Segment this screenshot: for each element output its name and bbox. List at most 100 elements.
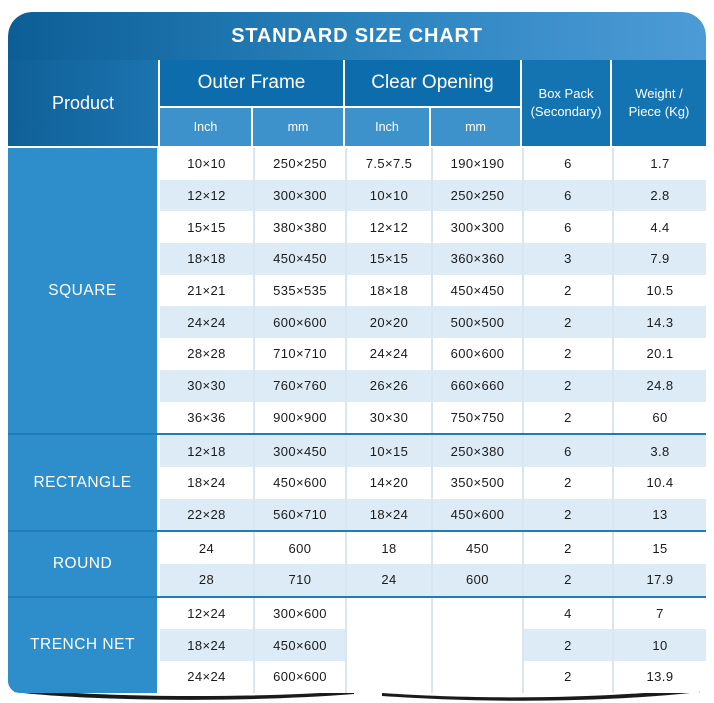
table-cell: 2 bbox=[522, 401, 612, 434]
table-cell: 250×250 bbox=[253, 148, 345, 180]
table-cell: 24 bbox=[345, 563, 431, 596]
table-cell: 2 bbox=[522, 498, 612, 531]
table-cell: 450×600 bbox=[431, 498, 522, 531]
table-cell: 18×18 bbox=[160, 243, 253, 275]
table-cell: 450×600 bbox=[253, 466, 345, 499]
header-clear-inch: Inch bbox=[345, 108, 429, 146]
table-cell: 20.1 bbox=[612, 338, 706, 370]
table-cell: 560×710 bbox=[253, 498, 345, 531]
table-cell: 18×24 bbox=[160, 466, 253, 499]
table-cell: 250×250 bbox=[431, 179, 522, 212]
table-cell: 710 bbox=[253, 563, 345, 596]
table-cell: 6 bbox=[522, 179, 612, 212]
table-cell: 3 bbox=[522, 243, 612, 275]
table-cell: 300×600 bbox=[253, 597, 345, 630]
table-cell: 450×450 bbox=[431, 274, 522, 307]
table-cell: 20×20 bbox=[345, 306, 431, 339]
header-box-pack-line1: Box Pack bbox=[538, 86, 594, 102]
table-cell: 18 bbox=[345, 532, 431, 564]
table-cell: 6 bbox=[522, 435, 612, 467]
table-cell: 2 bbox=[522, 338, 612, 370]
table-cell bbox=[345, 661, 431, 693]
product-group-trench-net: TRENCH NET 12×24 300×600 4 7 18×24 450×600 2 10 2… bbox=[8, 595, 706, 693]
table-cell bbox=[345, 629, 431, 661]
table-cell: 18×24 bbox=[345, 498, 431, 531]
table-cell: 2 bbox=[522, 532, 612, 564]
header-clear-opening: Clear Opening bbox=[345, 60, 520, 106]
table-cell: 750×750 bbox=[431, 401, 522, 434]
table-cell: 15×15 bbox=[345, 243, 431, 275]
header-outer-frame: Outer Frame bbox=[160, 60, 343, 106]
table-cell: 450 bbox=[431, 532, 522, 564]
table-cell: 535×535 bbox=[253, 274, 345, 307]
table-cell: 10×10 bbox=[160, 148, 253, 180]
table-cell: 18×18 bbox=[345, 274, 431, 307]
table-cell bbox=[431, 661, 522, 693]
table-cell: 2 bbox=[522, 661, 612, 693]
table-cell: 26×26 bbox=[345, 369, 431, 402]
table-cell: 10.5 bbox=[612, 274, 706, 307]
table-cell: 14.3 bbox=[612, 306, 706, 339]
table-cell: 2 bbox=[522, 466, 612, 499]
table-cell: 660×660 bbox=[431, 369, 522, 402]
table-cell: 300×450 bbox=[253, 435, 345, 467]
table-cell: 15×15 bbox=[160, 211, 253, 244]
table-cell: 24.8 bbox=[612, 369, 706, 402]
table-cell: 600×600 bbox=[253, 661, 345, 693]
table-cell: 24 bbox=[160, 532, 253, 564]
table-cell: 7.9 bbox=[612, 243, 706, 275]
table-cell: 380×380 bbox=[253, 211, 345, 244]
header-box-pack: Box Pack (Secondary) bbox=[522, 60, 610, 146]
header-box-pack-line2: (Secondary) bbox=[530, 104, 602, 119]
table-cell: 450×600 bbox=[253, 629, 345, 661]
header-product: Product bbox=[8, 60, 158, 146]
table-cell: 6 bbox=[522, 148, 612, 180]
table-cell: 22×28 bbox=[160, 498, 253, 531]
header-weight-line2: Piece (Kg) bbox=[628, 104, 690, 119]
table-cell: 18×24 bbox=[160, 629, 253, 661]
table-cell: 360×360 bbox=[431, 243, 522, 275]
table-cell: 500×500 bbox=[431, 306, 522, 339]
page-title: STANDARD SIZE CHART bbox=[231, 24, 483, 47]
table-cell bbox=[345, 597, 431, 630]
header-clear-mm: mm bbox=[431, 108, 520, 146]
table-cell: 30×30 bbox=[160, 369, 253, 402]
table-cell: 2 bbox=[522, 274, 612, 307]
table-cell: 36×36 bbox=[160, 401, 253, 434]
table-cell: 600 bbox=[431, 563, 522, 596]
table-cell: 600 bbox=[253, 532, 345, 564]
table-cell: 2.8 bbox=[612, 179, 706, 212]
table-cell: 2 bbox=[522, 369, 612, 402]
table-cell: 300×300 bbox=[253, 179, 345, 212]
size-chart-card: STANDARD SIZE CHART Product Outer Frame … bbox=[8, 12, 706, 693]
header-outer-mm: mm bbox=[253, 108, 343, 146]
table-cell: 300×300 bbox=[431, 211, 522, 244]
table-cell: 450×450 bbox=[253, 243, 345, 275]
table-cell: 21×21 bbox=[160, 274, 253, 307]
table-cell bbox=[431, 629, 522, 661]
product-group-label: RECTANGLE bbox=[8, 435, 160, 531]
table-cell: 350×500 bbox=[431, 466, 522, 499]
table-cell: 4 bbox=[522, 597, 612, 630]
table-cell: 24×24 bbox=[160, 306, 253, 339]
table-cell: 30×30 bbox=[345, 401, 431, 434]
table-body: SQUARE 10×10 250×250 7.5×7.5 190×190 6 1.7 12×1… bbox=[8, 148, 706, 693]
page-curl-shadow bbox=[14, 688, 700, 701]
table-cell: 10×10 bbox=[345, 179, 431, 212]
table-cell: 900×900 bbox=[253, 401, 345, 434]
table-cell: 2 bbox=[522, 629, 612, 661]
table-cell: 2 bbox=[522, 306, 612, 339]
table-cell: 10×15 bbox=[345, 435, 431, 467]
header-weight-line1: Weight / bbox=[635, 86, 683, 102]
table-cell: 1.7 bbox=[612, 148, 706, 180]
table-cell: 13.9 bbox=[612, 661, 706, 693]
table-cell: 3.8 bbox=[612, 435, 706, 467]
product-group-label: SQUARE bbox=[8, 148, 160, 434]
table-cell: 4.4 bbox=[612, 211, 706, 244]
table-cell: 14×20 bbox=[345, 466, 431, 499]
table-cell bbox=[431, 597, 522, 630]
table-cell: 17.9 bbox=[612, 563, 706, 596]
table-cell: 12×12 bbox=[345, 211, 431, 244]
table-cell: 10 bbox=[612, 629, 706, 661]
table-cell: 28 bbox=[160, 563, 253, 596]
